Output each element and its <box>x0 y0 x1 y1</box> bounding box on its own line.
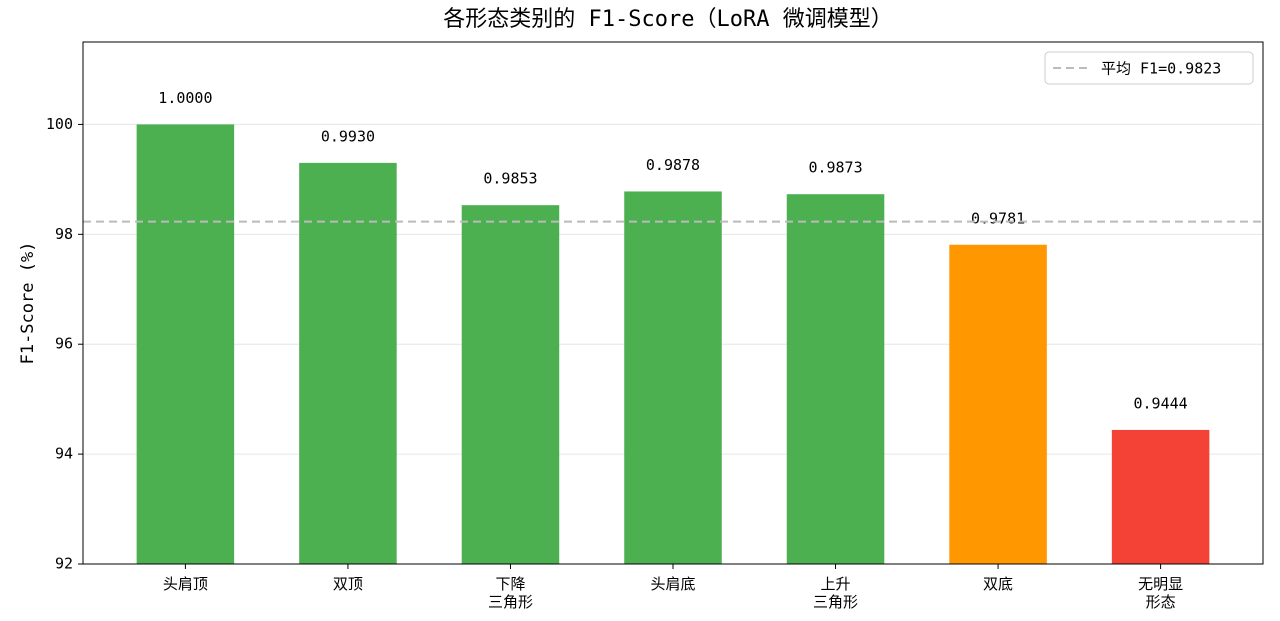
value-label: 1.0000 <box>158 89 212 107</box>
bar <box>786 194 885 564</box>
y-tick-label: 92 <box>55 555 73 573</box>
bar <box>624 191 722 564</box>
bar <box>299 162 397 564</box>
legend: 平均 F1=0.9823 <box>1044 51 1254 85</box>
bar <box>1111 429 1210 564</box>
x-tick-label: 双底 <box>983 575 1014 593</box>
x-tick-label: 头肩底 <box>650 575 696 593</box>
value-label: 0.9444 <box>1134 394 1188 412</box>
plot-frame <box>82 41 1264 565</box>
y-tick-label: 98 <box>55 225 73 243</box>
legend-label: 平均 F1=0.9823 <box>1101 60 1221 78</box>
y-axis-label: F1-Score (%) <box>18 242 38 365</box>
y-tick-label: 100 <box>46 115 73 133</box>
value-label: 0.9781 <box>971 209 1025 227</box>
bar <box>136 124 235 564</box>
x-tick-label: 头肩顶 <box>162 575 208 593</box>
y-tick-label: 94 <box>55 445 73 463</box>
x-tick-label: 上升 三角形 <box>813 575 859 611</box>
x-tick-label: 下降 三角形 <box>487 575 533 611</box>
bar <box>461 205 560 565</box>
value-label: 0.9853 <box>483 170 537 188</box>
value-label: 0.9873 <box>808 159 862 177</box>
x-tick-label: 无明显 形态 <box>1138 575 1184 611</box>
legend-box <box>1044 51 1254 85</box>
bar <box>949 244 1047 564</box>
chart-title: 各形态类别的 F1-Score（LoRA 微调模型） <box>443 7 892 32</box>
x-tick-label: 双顶 <box>332 575 363 593</box>
value-label: 0.9930 <box>321 127 375 145</box>
y-tick-label: 96 <box>55 335 73 353</box>
value-label: 0.9878 <box>646 156 700 174</box>
